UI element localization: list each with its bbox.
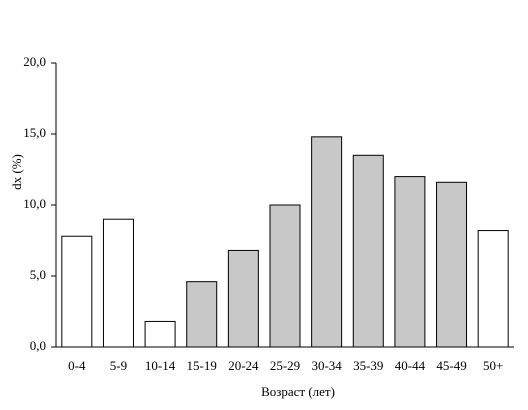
bar [477, 230, 509, 348]
bar [61, 235, 93, 348]
y-tick-label: 0,0 [30, 338, 46, 353]
bar [186, 281, 218, 348]
x-tick-label: 50+ [483, 358, 503, 373]
x-tick-label: 20-24 [228, 358, 259, 373]
x-tick-label: 10-14 [145, 358, 176, 373]
x-tick-label: 30-34 [311, 358, 342, 373]
y-tick-label: 15,0 [23, 125, 46, 140]
y-tick-label: 10,0 [23, 196, 46, 211]
x-tick-label: 0-4 [68, 358, 86, 373]
x-tick-label: 45-49 [436, 358, 466, 373]
bar [436, 181, 468, 348]
bar [227, 249, 259, 348]
bar [102, 218, 134, 348]
bar [269, 204, 301, 348]
y-tick-label: 5,0 [30, 267, 46, 282]
bar [394, 176, 426, 348]
x-tick-label: 35-39 [353, 358, 383, 373]
bar [352, 154, 384, 348]
x-tick-label: 15-19 [187, 358, 217, 373]
y-axis-label: dx (%) [9, 154, 24, 190]
bar [311, 136, 343, 348]
x-tick-label: 5-9 [110, 358, 127, 373]
x-axis-label: Возраст (лет) [261, 384, 335, 399]
x-tick-label: 25-29 [270, 358, 300, 373]
x-tick-label: 40-44 [395, 358, 426, 373]
bar [144, 320, 176, 348]
y-tick-label: 20,0 [23, 54, 46, 69]
